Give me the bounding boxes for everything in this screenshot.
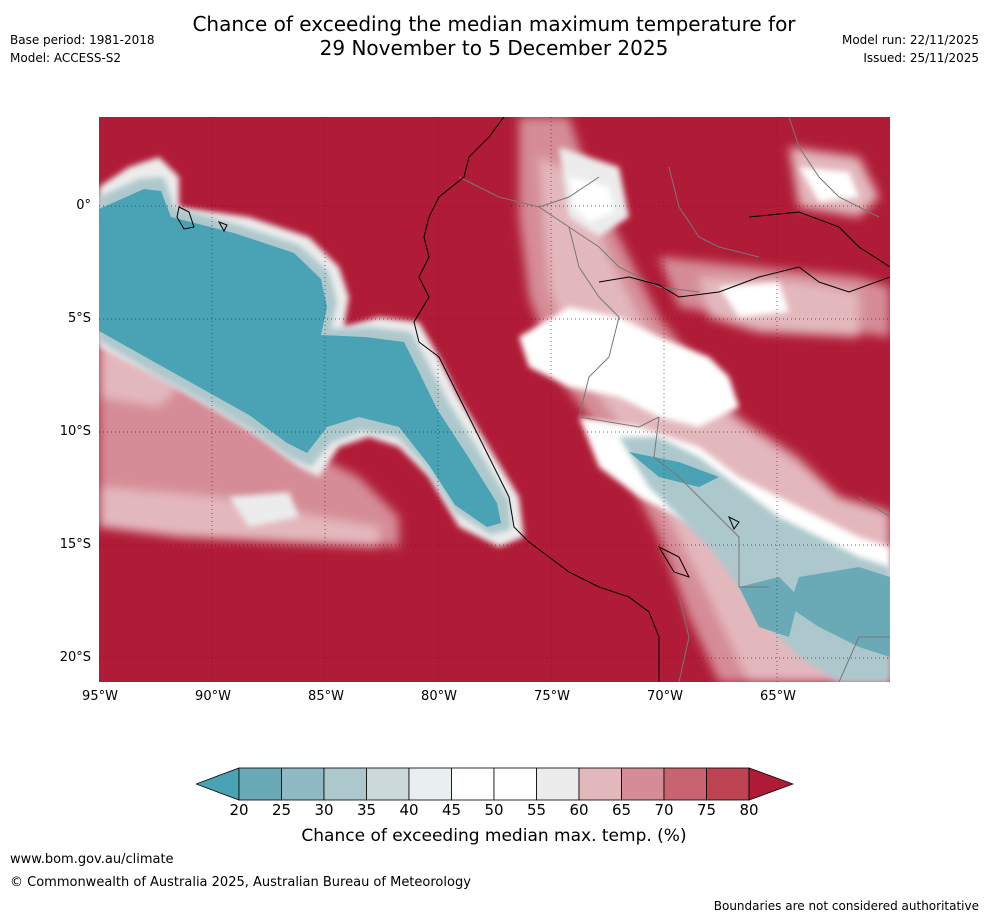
model-run: Model run: 22/11/2025 <box>841 33 979 47</box>
colorbar-cell <box>366 767 410 801</box>
colorbar-low-extend <box>196 767 240 801</box>
colorbar-cell <box>621 767 665 801</box>
colorbar-tick-label: 45 <box>441 801 462 819</box>
colorbar-tick-label: 65 <box>611 801 632 819</box>
chart-title: Chance of exceeding the median maximum t… <box>0 12 988 60</box>
colorbar-cell <box>493 767 537 801</box>
lat-label-15s: 15°S <box>59 537 91 552</box>
colorbar-tick-label: 30 <box>314 801 334 819</box>
colorbar-tick-label: 20 <box>229 801 249 819</box>
colorbar-tick-label: 55 <box>526 801 547 819</box>
base-period: Base period: 1981-2018 <box>10 33 155 47</box>
lon-label-75w: 75°W <box>534 689 570 704</box>
colorbar-cell <box>578 767 622 801</box>
colorbar-cell <box>663 767 707 801</box>
colorbar-cell <box>323 767 367 801</box>
colorbar-cell <box>536 767 580 801</box>
lon-label-80w: 80°W <box>421 689 457 704</box>
footer-url: www.bom.gov.au/climate <box>10 852 174 867</box>
footer-note: Boundaries are not considered authoritat… <box>713 899 979 913</box>
colorbar-cell <box>238 767 282 801</box>
colorbar-cell <box>451 767 495 801</box>
colorbar-cell <box>706 767 750 801</box>
lon-label-95w: 95°W <box>82 689 118 704</box>
lon-label-65w: 65°W <box>760 689 796 704</box>
colorbar-cell <box>408 767 452 801</box>
colorbar-tick-label: 60 <box>569 801 589 819</box>
lat-label-20s: 20°S <box>59 650 91 665</box>
lat-label-0: 0° <box>76 198 91 213</box>
colorbar-high-extend <box>748 767 794 801</box>
colorbar-tick-label: 35 <box>356 801 377 819</box>
colorbar-label: Chance of exceeding median max. temp. (%… <box>301 826 687 846</box>
colorbar-tick-label: 50 <box>484 801 504 819</box>
issued-date: Issued: 25/11/2025 <box>863 51 979 65</box>
title-line-2: 29 November to 5 December 2025 <box>319 36 669 60</box>
meta-left: Base period: 1981-2018 Model: ACCESS-S2 <box>10 31 155 67</box>
colorbar-tick-label: 75 <box>696 801 717 819</box>
title-line-1: Chance of exceeding the median maximum t… <box>192 12 796 36</box>
lat-label-10s: 10°S <box>59 424 91 439</box>
colorbar-cell <box>281 767 325 801</box>
forecast-map <box>99 117 890 682</box>
footer-copyright: © Commonwealth of Australia 2025, Austra… <box>10 875 471 890</box>
meta-right: Model run: 22/11/2025 Issued: 25/11/2025 <box>842 31 979 67</box>
lon-label-90w: 90°W <box>195 689 231 704</box>
low-probability-areas <box>99 157 890 682</box>
colorbar-tick-label: 80 <box>739 801 759 819</box>
colorbar-tick-label: 70 <box>654 801 674 819</box>
colorbar-tick-label: 40 <box>399 801 419 819</box>
lon-label-70w: 70°W <box>647 689 683 704</box>
lat-label-5s: 5°S <box>67 311 91 326</box>
coastline <box>176 117 890 682</box>
model-name: Model: ACCESS-S2 <box>10 51 122 65</box>
lon-label-85w: 85°W <box>308 689 344 704</box>
colorbar <box>196 767 794 801</box>
colorbar-tick-label: 25 <box>271 801 292 819</box>
